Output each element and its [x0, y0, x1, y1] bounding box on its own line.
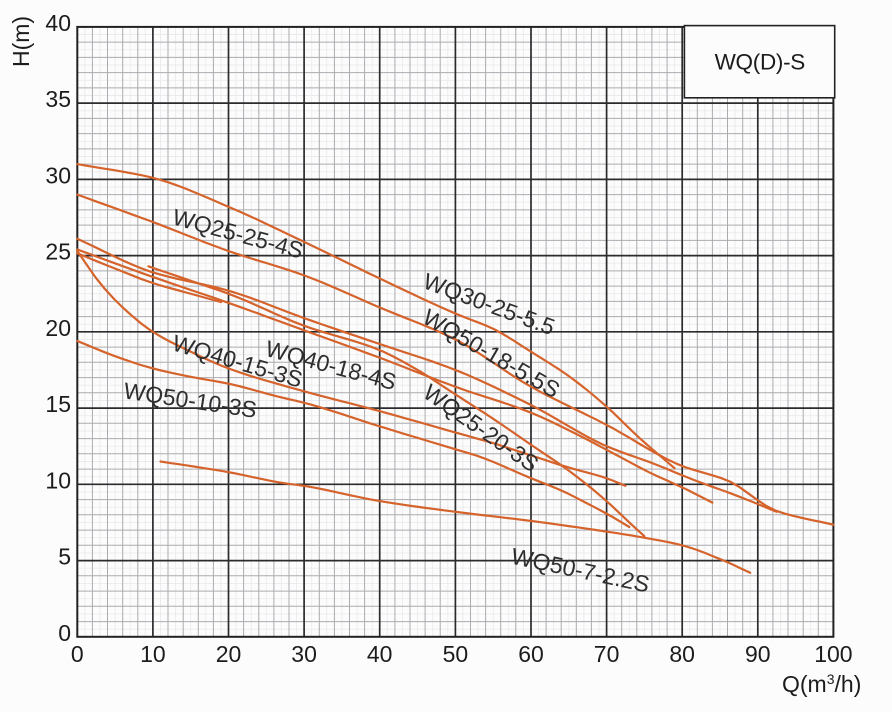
- svg-text:50: 50: [443, 641, 469, 667]
- svg-text:35: 35: [45, 86, 71, 112]
- svg-text:Q(m3/h): Q(m3/h): [782, 671, 861, 697]
- svg-text:20: 20: [45, 315, 71, 341]
- svg-text:60: 60: [518, 641, 544, 667]
- svg-text:0: 0: [58, 620, 71, 646]
- svg-text:WQ(D)-S: WQ(D)-S: [715, 50, 805, 75]
- svg-text:40: 40: [45, 10, 71, 36]
- svg-text:40: 40: [367, 641, 393, 667]
- svg-text:15: 15: [45, 391, 71, 417]
- svg-text:10: 10: [140, 641, 166, 667]
- svg-text:30: 30: [45, 162, 71, 188]
- svg-text:10: 10: [45, 467, 71, 493]
- svg-text:25: 25: [45, 239, 71, 265]
- svg-text:5: 5: [58, 544, 71, 570]
- svg-text:30: 30: [291, 641, 317, 667]
- svg-text:100: 100: [814, 641, 852, 667]
- svg-text:H(m): H(m): [8, 16, 34, 67]
- svg-text:20: 20: [216, 641, 242, 667]
- svg-text:0: 0: [71, 641, 84, 667]
- svg-text:90: 90: [745, 641, 771, 667]
- svg-text:80: 80: [669, 641, 695, 667]
- svg-text:70: 70: [594, 641, 620, 667]
